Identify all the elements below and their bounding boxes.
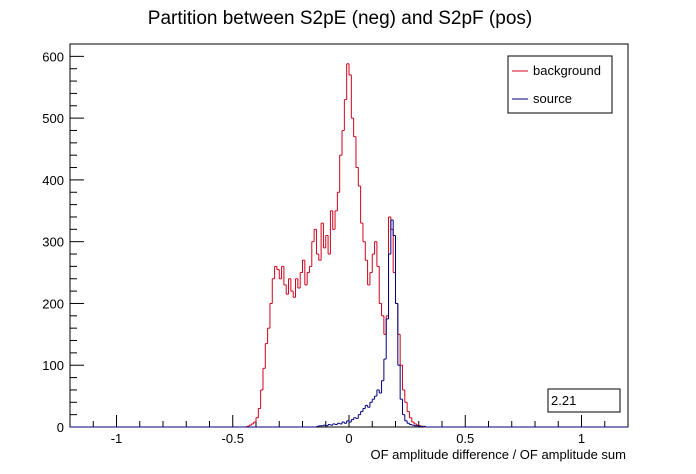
y-tick-label: 200 (42, 296, 64, 311)
y-axis-ticks (70, 55, 84, 428)
y-tick-label: 600 (42, 49, 64, 64)
x-tick-label: -0.5 (222, 431, 244, 446)
x-tick-label: 0 (345, 431, 352, 446)
chart-title: Partition between S2pE (neg) and S2pF (p… (148, 8, 532, 29)
x-tick-label: 1 (578, 431, 585, 446)
legend-label-background: background (533, 63, 601, 78)
legend-label-source: source (533, 91, 572, 106)
stat-box-value: 2.21 (551, 393, 576, 408)
y-axis-tick-labels: 0 100 200 300 400 500 600 (42, 49, 64, 435)
y-tick-label: 300 (42, 235, 64, 250)
y-tick-label: 400 (42, 173, 64, 188)
series-layer (70, 63, 628, 428)
y-tick-label: 100 (42, 358, 64, 373)
legend-box (507, 55, 613, 114)
y-tick-label: 500 (42, 111, 64, 126)
x-axis-tick-labels: -1 -0.5 0 0.5 1 (111, 431, 585, 446)
x-axis-label: OF amplitude difference / OF amplitude s… (370, 447, 626, 462)
x-tick-label: -1 (111, 431, 123, 446)
stat-box-frame (547, 388, 621, 413)
series-source (70, 219, 628, 428)
stat-box: 2.21 (547, 388, 621, 413)
legend: background source (507, 55, 613, 114)
x-tick-label: 0.5 (456, 431, 474, 446)
y-tick-label: 0 (57, 420, 64, 435)
series-background (70, 63, 628, 428)
